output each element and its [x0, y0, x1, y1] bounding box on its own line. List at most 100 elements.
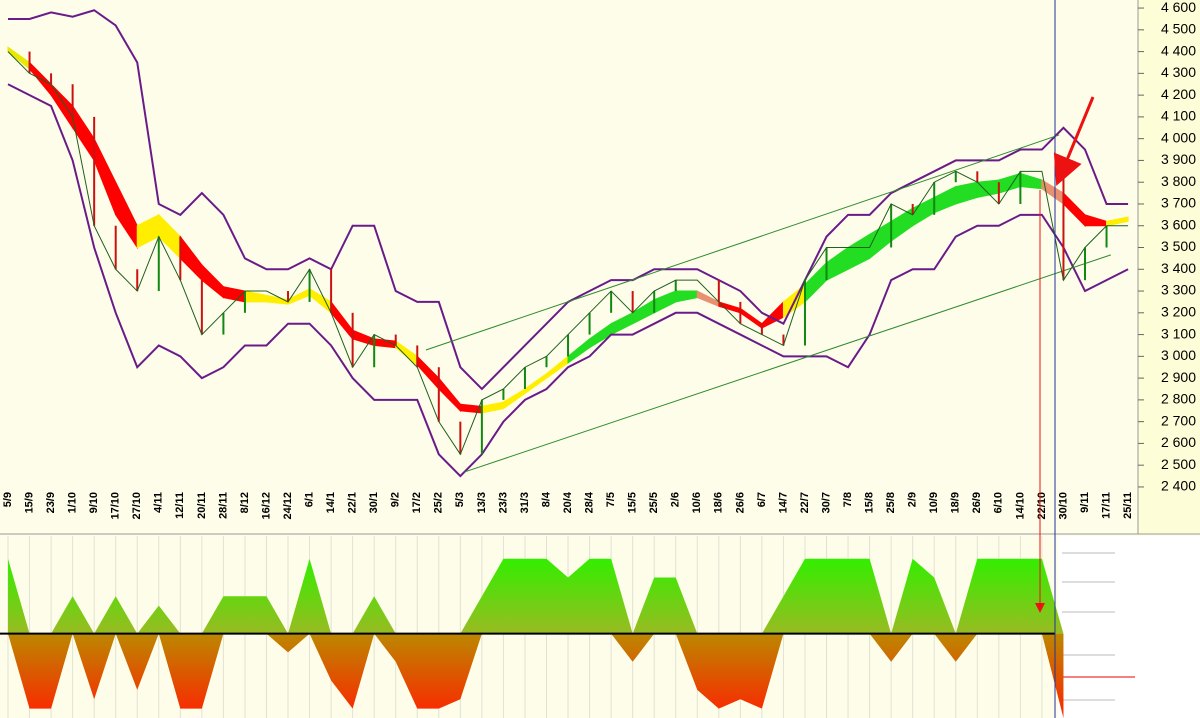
- x-tick-label: 17/11: [1100, 492, 1112, 519]
- ma-ribbon: [1062, 191, 1086, 227]
- x-tick-label: 25/5: [648, 492, 660, 513]
- y-tick-label: 4 200: [1161, 86, 1196, 102]
- x-tick-label: 22/7: [799, 492, 811, 513]
- x-tick-label: 26/9: [971, 492, 983, 513]
- y-tick-label: 3 500: [1161, 238, 1196, 254]
- x-tick-label: 28/4: [583, 491, 595, 513]
- ma-ribbon: [610, 311, 634, 336]
- x-tick-label: 10/6: [691, 492, 703, 513]
- ma-ribbon: [1084, 214, 1108, 227]
- x-tick-label: 8/12: [239, 492, 251, 513]
- x-tick-label: 27/10: [131, 492, 143, 520]
- x-tick-label: 25/8: [885, 492, 897, 513]
- x-tick-label: 16/12: [260, 492, 272, 520]
- x-tick-label: 6/10: [993, 492, 1005, 513]
- ma-ribbon: [653, 290, 677, 314]
- x-tick-label: 20/4: [562, 491, 574, 513]
- y-tick-label: 2 600: [1161, 434, 1196, 450]
- x-tick-label: 26/6: [734, 492, 746, 513]
- red-arrow: [1053, 96, 1095, 186]
- ma-ribbon: [912, 196, 935, 227]
- x-tick-label: 23/9: [45, 492, 57, 513]
- ma-ribbon: [179, 235, 203, 282]
- y-tick-label: 3 800: [1161, 173, 1196, 189]
- x-tick-label: 6/1: [303, 492, 315, 507]
- y-tick-label: 3 100: [1161, 325, 1196, 341]
- ma-ribbon: [1019, 172, 1043, 190]
- x-tick-label: 24/12: [282, 492, 294, 520]
- ma-ribbon: [481, 401, 504, 414]
- ma-ribbon: [115, 181, 138, 250]
- ma-ribbon: [502, 388, 526, 410]
- x-tick-label: 9/11: [1079, 492, 1091, 513]
- x-tick-label: 4/11: [153, 492, 165, 513]
- x-tick-label: 18/6: [713, 492, 725, 513]
- x-tick-label: 15/5: [627, 492, 639, 513]
- ma-ribbon: [1106, 216, 1129, 227]
- y-tick-label: 3 000: [1161, 347, 1196, 363]
- x-tick-label: 30/1: [368, 492, 380, 513]
- x-tick-label: 23/3: [497, 492, 509, 513]
- y-tick-label: 4 400: [1161, 42, 1196, 58]
- ma-ribbon: [826, 246, 849, 281]
- x-tick-label: 17/2: [411, 492, 423, 513]
- ma-ribbon: [244, 290, 267, 303]
- x-tick-label: 2/6: [670, 492, 682, 507]
- x-tick-label: 2/9: [907, 492, 919, 507]
- y-tick-label: 3 400: [1161, 260, 1196, 276]
- y-tick-label: 4 000: [1161, 129, 1196, 145]
- ma-ribbon: [50, 83, 74, 130]
- ma-ribbon: [309, 287, 332, 314]
- channel-line: [425, 134, 1060, 351]
- x-tick-label: 9/2: [390, 492, 402, 507]
- ma-ribbon: [632, 298, 655, 325]
- x-tick-label: 10/9: [928, 492, 940, 513]
- x-tick-label: 15/8: [864, 492, 876, 513]
- ma-ribbon: [804, 261, 828, 304]
- x-tick-label: 28/11: [217, 492, 229, 519]
- x-tick-label: 22/1: [347, 492, 359, 513]
- ma-ribbon: [416, 355, 440, 391]
- ma-ribbon: [546, 355, 569, 380]
- ma-ribbon: [352, 329, 375, 347]
- y-tick-label: 2 800: [1161, 391, 1196, 407]
- x-tick-label: 15/9: [23, 492, 35, 513]
- x-tick-label: 5/3: [454, 492, 466, 507]
- x-tick-label: 14/7: [777, 492, 789, 513]
- y-tick-label: 2 900: [1161, 369, 1196, 385]
- y-tick-label: 4 300: [1161, 64, 1196, 80]
- ma-ribbon: [158, 213, 181, 260]
- x-tick-label: 13/3: [476, 492, 488, 513]
- x-tick-label: 8/4: [540, 491, 552, 507]
- ma-ribbon: [438, 376, 461, 412]
- ma-ribbon: [955, 181, 978, 205]
- y-tick-label: 4 100: [1161, 108, 1196, 124]
- y-tick-label: 4 600: [1161, 0, 1196, 15]
- x-tick-label: 31/3: [519, 492, 531, 513]
- x-tick-label: 7/8: [842, 492, 854, 507]
- ma-ribbon: [136, 214, 160, 249]
- x-tick-label: 1/10: [67, 492, 79, 513]
- x-tick-label: 25/11: [1122, 492, 1134, 519]
- ma-ribbon: [847, 233, 871, 271]
- ma-ribbon: [395, 340, 418, 367]
- x-tick-label: 14/1: [325, 492, 337, 513]
- x-tick-label: 25/2: [433, 492, 445, 513]
- oscillator-side: [1058, 536, 1200, 718]
- y-tick-label: 3 300: [1161, 282, 1196, 298]
- ma-ribbon: [7, 46, 31, 71]
- y-tick-label: 3 200: [1161, 304, 1196, 320]
- price-line: [7, 51, 1129, 456]
- y-tick-label: 4 500: [1161, 21, 1196, 37]
- x-tick-label: 9/10: [88, 492, 100, 513]
- ma-ribbon: [1041, 179, 1064, 205]
- y-tick-label: 2 400: [1161, 478, 1196, 494]
- oscillator-area: [8, 633, 1064, 718]
- channel-line: [464, 254, 1112, 473]
- ma-ribbon: [93, 138, 117, 216]
- ma-ribbon: [976, 179, 1000, 199]
- x-tick-label: 6/7: [756, 492, 768, 507]
